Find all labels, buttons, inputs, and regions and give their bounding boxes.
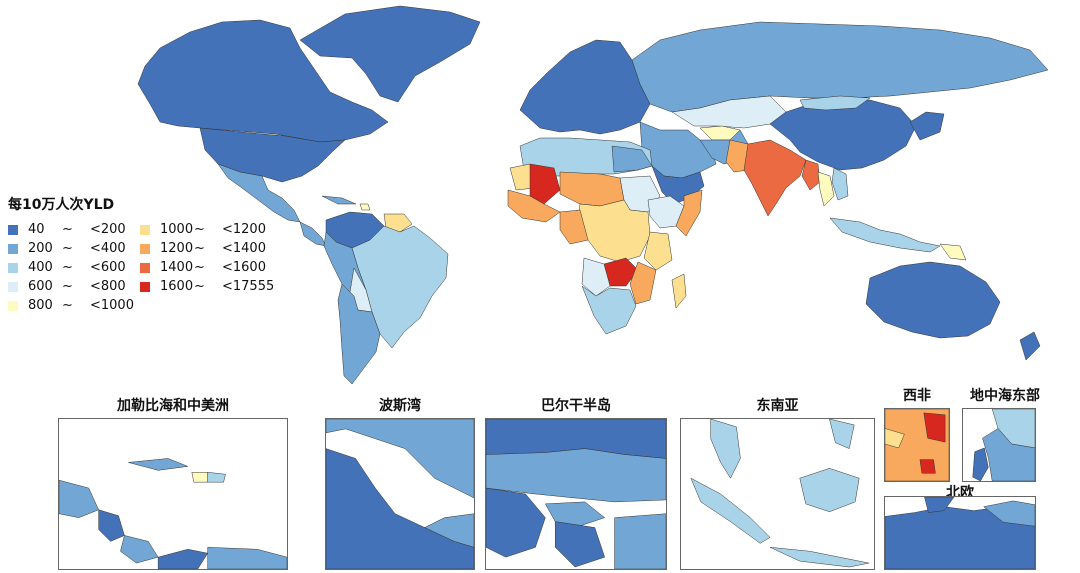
legend-separator: ~ — [194, 260, 205, 275]
legend-swatch — [8, 262, 18, 273]
region-png — [939, 243, 967, 261]
region-niger-chad — [559, 171, 625, 207]
legend-item: 1200 ~ <1400 — [140, 239, 290, 258]
region-canada — [137, 19, 389, 143]
legend-high: <1400 — [222, 241, 266, 256]
inset-map-east-mediterranean — [962, 408, 1036, 482]
inset-map-southeast-asia — [680, 418, 875, 570]
inset-title-west-africa: 西非 — [903, 388, 931, 404]
legend-high: <1000 — [90, 298, 134, 313]
legend-item: 1400 ~ <1600 — [140, 258, 290, 277]
region-cameroon-gabon — [559, 209, 589, 245]
legend-items: 40 ~ <200 200 ~ <400 400 ~ <600 600 ~ <800 800 ~ <1000… — [8, 220, 308, 315]
region-venezuela-guyana — [383, 213, 413, 233]
legend-separator: ~ — [62, 279, 73, 294]
inset-title-balkans: 巴尔干半岛 — [541, 398, 611, 414]
legend-separator: ~ — [194, 241, 205, 256]
legend-separator: ~ — [62, 241, 73, 256]
legend-low: 1000 — [160, 222, 194, 237]
legend-swatch — [140, 224, 150, 235]
region-somalia — [675, 189, 703, 237]
legend-swatch — [140, 262, 150, 273]
legend-item: 40 ~ <200 — [8, 220, 136, 239]
region-korea-japan — [909, 111, 945, 141]
legend-low: 40 — [28, 222, 45, 237]
region-cuba — [321, 195, 357, 205]
legend-low: 1400 — [160, 260, 194, 275]
region-argentina — [337, 283, 381, 385]
inset-title-east-mediterranean: 地中海东部 — [970, 388, 1040, 404]
legend-swatch — [8, 281, 18, 292]
region-greenland — [299, 5, 481, 103]
inset-title-caribbean: 加勒比海和中美洲 — [117, 398, 229, 414]
region-myanmar — [801, 159, 821, 191]
inset-map-persian-gulf — [325, 418, 475, 570]
legend-low: 600 — [28, 279, 53, 294]
legend-high: <200 — [90, 222, 126, 237]
region-vietnam — [831, 167, 849, 201]
region-thailand — [817, 171, 835, 207]
legend-item: 800 ~ <1000 — [8, 296, 136, 315]
legend-low: 800 — [28, 298, 53, 313]
inset-title-persian-gulf: 波斯湾 — [379, 398, 421, 414]
legend-swatch — [8, 243, 18, 254]
legend-item: 200 ~ <400 — [8, 239, 136, 258]
legend-title: 每10万人次YLD — [8, 197, 115, 213]
region-india — [743, 139, 807, 217]
legend-separator: ~ — [194, 222, 205, 237]
legend-low: 1600 — [160, 279, 194, 294]
legend-high: <400 — [90, 241, 126, 256]
inset-map-west-africa — [884, 408, 950, 482]
legend-separator: ~ — [62, 260, 73, 275]
legend-separator: ~ — [194, 279, 205, 294]
legend: 每10万人次YLD 40 ~ <200 200 ~ <400 400 ~ <600 600 ~ <80… — [8, 194, 308, 315]
region-west-africa-coast — [507, 189, 561, 223]
legend-high: <1200 — [222, 222, 266, 237]
region-madagascar — [671, 273, 687, 309]
region-australia — [865, 261, 1001, 339]
region-angola — [581, 257, 611, 297]
legend-separator: ~ — [62, 222, 73, 237]
legend-high: <17555 — [222, 279, 275, 294]
region-mozambique — [629, 261, 657, 305]
legend-swatch — [140, 281, 150, 292]
region-mali — [529, 163, 561, 205]
legend-separator: ~ — [62, 298, 73, 313]
legend-swatch — [8, 224, 18, 235]
legend-item: 400 ~ <600 — [8, 258, 136, 277]
inset-map-northern-europe — [884, 496, 1036, 570]
legend-low: 200 — [28, 241, 53, 256]
region-europe — [519, 39, 651, 135]
legend-item: 1000 ~ <1200 — [140, 220, 290, 239]
legend-swatch — [8, 300, 18, 311]
legend-high: <600 — [90, 260, 126, 275]
legend-low: 400 — [28, 260, 53, 275]
region-new-zealand — [1019, 331, 1041, 361]
inset-map-caribbean — [58, 418, 288, 570]
inset-title-southeast-asia: 东南亚 — [756, 398, 799, 414]
region-mongolia — [799, 95, 871, 111]
legend-item: 600 ~ <800 — [8, 277, 136, 296]
region-egypt — [611, 145, 653, 173]
legend-swatch — [140, 243, 150, 254]
inset-map-balkans — [485, 418, 667, 570]
legend-high: <800 — [90, 279, 126, 294]
region-east-africa — [643, 231, 673, 271]
region-haiti — [359, 203, 371, 211]
legend-high: <1600 — [222, 260, 266, 275]
legend-low: 1200 — [160, 241, 194, 256]
region-indonesia — [829, 217, 941, 253]
legend-item: 1600 ~ <17555 — [140, 277, 290, 296]
region-southern-africa — [581, 285, 637, 335]
